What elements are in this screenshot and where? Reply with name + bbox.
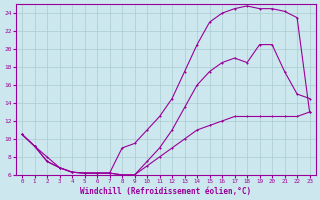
X-axis label: Windchill (Refroidissement éolien,°C): Windchill (Refroidissement éolien,°C)	[80, 187, 252, 196]
